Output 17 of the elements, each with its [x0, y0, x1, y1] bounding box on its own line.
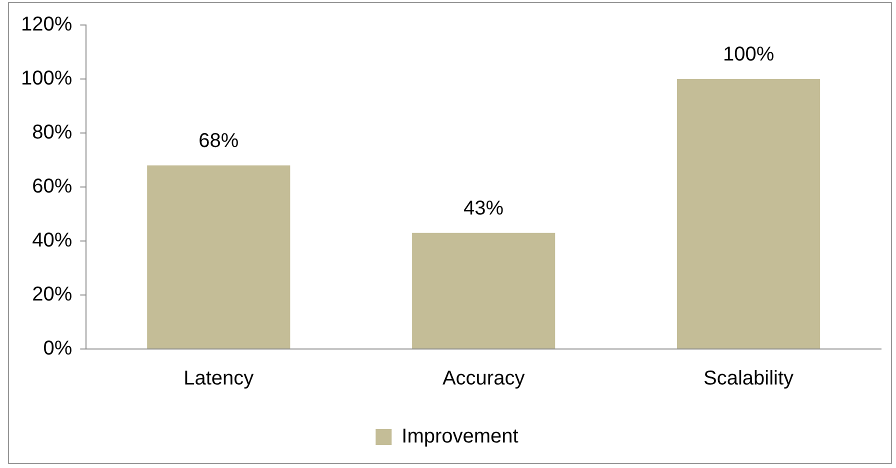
x-tick-label: Latency	[184, 368, 254, 390]
y-tick-label: 0%	[43, 338, 72, 360]
y-tick-label: 40%	[32, 230, 72, 252]
data-label: 100%	[722, 44, 774, 66]
legend-label: Improvement	[402, 426, 519, 448]
bar	[412, 232, 556, 348]
x-tick-label: Scalability	[704, 368, 794, 390]
data-label: 68%	[198, 130, 239, 152]
bar	[676, 79, 820, 348]
data-label: 43%	[464, 197, 504, 220]
y-tick-label: 20%	[32, 284, 72, 306]
y-tick-label: 60%	[32, 176, 72, 198]
y-tick-label: 80%	[32, 122, 72, 144]
x-tick-label: Accuracy	[442, 368, 525, 390]
y-tick-label: 100%	[20, 68, 72, 90]
y-tick-label: 120%	[20, 14, 72, 36]
bar	[147, 165, 290, 348]
